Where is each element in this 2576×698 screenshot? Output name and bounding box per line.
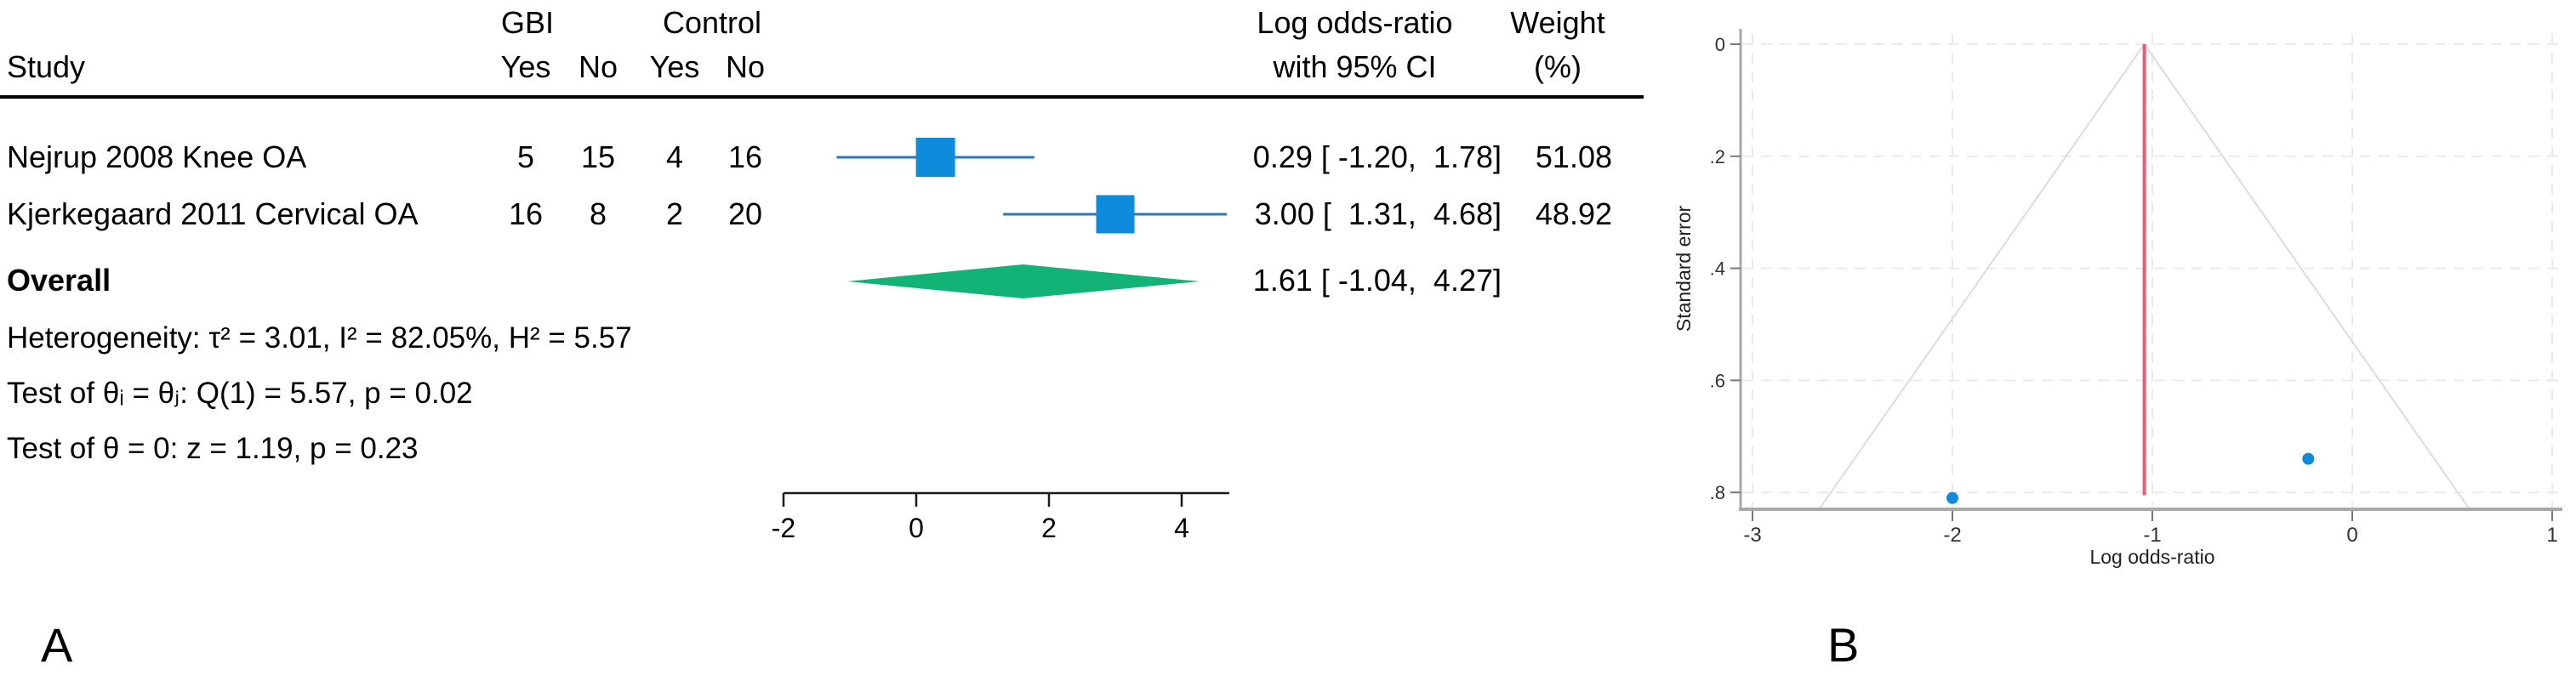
overall-diamond bbox=[846, 264, 1200, 298]
gbi-yes-value: 16 bbox=[508, 196, 544, 231]
y-axis-tick-label: .4 bbox=[1710, 258, 1725, 280]
study-point bbox=[2302, 452, 2315, 465]
funnel-plot-panel: 0 .2 .4 .6 .8 -3 -2 -1 0 1 Log odds-ratio Standar… bbox=[1667, 0, 2576, 698]
overall-effect-test: Test of θ = 0: z = 1.19, p = 0.23 bbox=[7, 432, 419, 465]
control-no-value: 20 bbox=[727, 196, 763, 231]
effect-square bbox=[1096, 195, 1135, 234]
y-axis-tick-label: 0 bbox=[1715, 34, 1725, 55]
gbi-no-column-header: No bbox=[578, 49, 618, 84]
effect-estimate-text: 0.29 [ -1.20, 1.78] bbox=[1252, 139, 1502, 174]
x-axis-tick-label: -3 bbox=[1743, 524, 1761, 547]
study-name: Kjerkegaard 2011 Cervical OA bbox=[7, 196, 419, 231]
weight-value: 51.08 bbox=[1535, 139, 1612, 174]
gbi-yes-value: 5 bbox=[516, 139, 535, 174]
control-no-column-header: No bbox=[725, 49, 766, 84]
effect-header-line1: Log odds-ratio bbox=[1257, 5, 1453, 40]
gbi-yes-column-header: Yes bbox=[500, 49, 551, 84]
effect-estimate-text: 3.00 [ 1.31, 4.68] bbox=[1254, 196, 1502, 231]
heterogeneity-stats: Heterogeneity: τ² = 3.01, I² = 82.05%, H… bbox=[7, 321, 632, 355]
effect-square bbox=[915, 138, 955, 177]
y-axis-tick-label: .8 bbox=[1710, 482, 1725, 503]
funnel-plot-canvas: 0 .2 .4 .6 .8 -3 -2 -1 0 1 bbox=[1710, 29, 2562, 547]
funnel-x-axis-title: Log odds-ratio bbox=[2089, 546, 2215, 568]
x-axis-tick-label: 0 bbox=[2346, 524, 2357, 547]
group-header-gbi: GBI bbox=[500, 5, 554, 40]
x-axis-tick-label: 2 bbox=[1041, 513, 1057, 543]
overall-label: Overall bbox=[7, 263, 111, 298]
weight-header-line2: (%) bbox=[1534, 49, 1582, 84]
weight-value: 48.92 bbox=[1535, 196, 1612, 231]
y-axis-tick-label: .6 bbox=[1710, 370, 1725, 391]
overall-effect-text: 1.61 [ -1.04, 4.27] bbox=[1252, 263, 1502, 298]
study-column-header: Study bbox=[7, 49, 86, 84]
control-yes-column-header: Yes bbox=[649, 49, 700, 84]
x-axis-tick-label: 0 bbox=[909, 513, 924, 543]
group-difference-test: Test of θᵢ = θⱼ: Q(1) = 5.57, p = 0.02 bbox=[7, 377, 473, 410]
panel-label-b: B bbox=[1827, 618, 1860, 672]
x-axis-tick-label: 4 bbox=[1174, 513, 1189, 543]
control-yes-value: 4 bbox=[665, 139, 684, 174]
effect-header-line2: with 95% CI bbox=[1273, 49, 1437, 84]
x-axis-tick-label: -2 bbox=[1943, 524, 1961, 547]
x-axis-tick-label: -1 bbox=[2143, 524, 2161, 547]
x-axis-tick-label: -2 bbox=[772, 513, 795, 543]
study-point bbox=[1946, 491, 1958, 504]
study-name: Nejrup 2008 Knee OA bbox=[7, 139, 307, 174]
gbi-no-value: 8 bbox=[589, 196, 607, 231]
header-rule bbox=[0, 95, 1644, 99]
weight-header-line1: Weight bbox=[1510, 5, 1605, 40]
x-axis-tick-label: 1 bbox=[2546, 524, 2557, 547]
control-no-value: 16 bbox=[727, 139, 763, 174]
group-header-control: Control bbox=[662, 5, 762, 40]
y-axis-tick-label: .2 bbox=[1710, 146, 1725, 167]
control-yes-value: 2 bbox=[665, 196, 684, 231]
gbi-no-value: 15 bbox=[580, 139, 616, 174]
panel-label-a: A bbox=[41, 618, 73, 672]
funnel-y-axis-title: Standard error bbox=[1673, 205, 1695, 332]
